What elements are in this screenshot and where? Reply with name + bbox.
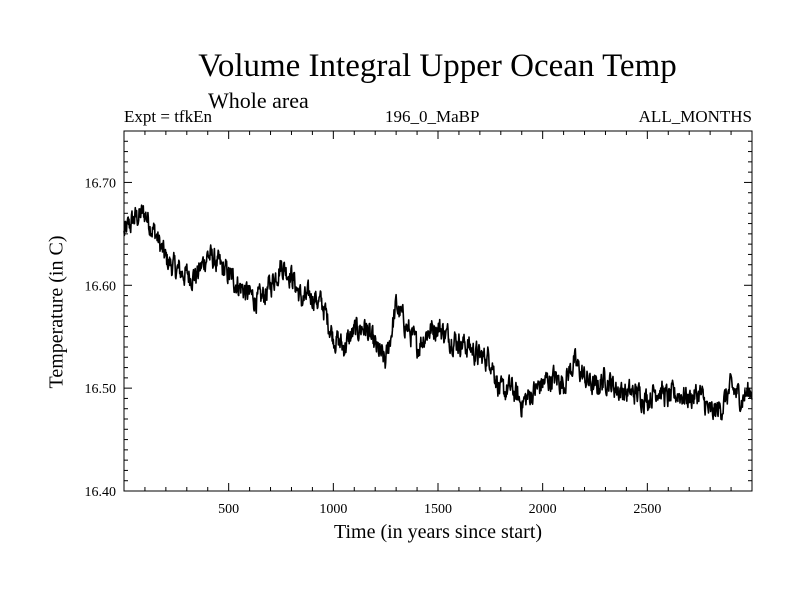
y-tick-label: 16.70 — [85, 176, 117, 191]
series-line — [123, 204, 753, 421]
chart-title: Volume Integral Upper Ocean Temp — [198, 48, 677, 84]
plot-frame — [123, 130, 753, 492]
y-tick-label: 16.50 — [85, 382, 117, 397]
chart-subtitle: Whole area — [208, 88, 309, 113]
experiment-label: Expt = tfkEn — [124, 107, 212, 126]
x-tick-label: 1500 — [424, 502, 452, 517]
months-label: ALL_MONTHS — [638, 107, 752, 126]
x-axis-label: Time (in years since start) — [333, 521, 543, 543]
x-tick-label: 2000 — [529, 502, 557, 517]
axis-ticks: 500 1000 1500 2000 2500 16.40 16.50 16.60 16.70 — [85, 130, 752, 517]
x-tick-label: 1000 — [319, 502, 347, 517]
period-label: 196_0_MaBP — [385, 107, 480, 126]
x-tick-label: 500 — [218, 502, 239, 517]
y-tick-label: 16.60 — [85, 279, 117, 294]
y-tick-label: 16.40 — [85, 485, 117, 500]
x-tick-label: 2500 — [633, 502, 661, 517]
